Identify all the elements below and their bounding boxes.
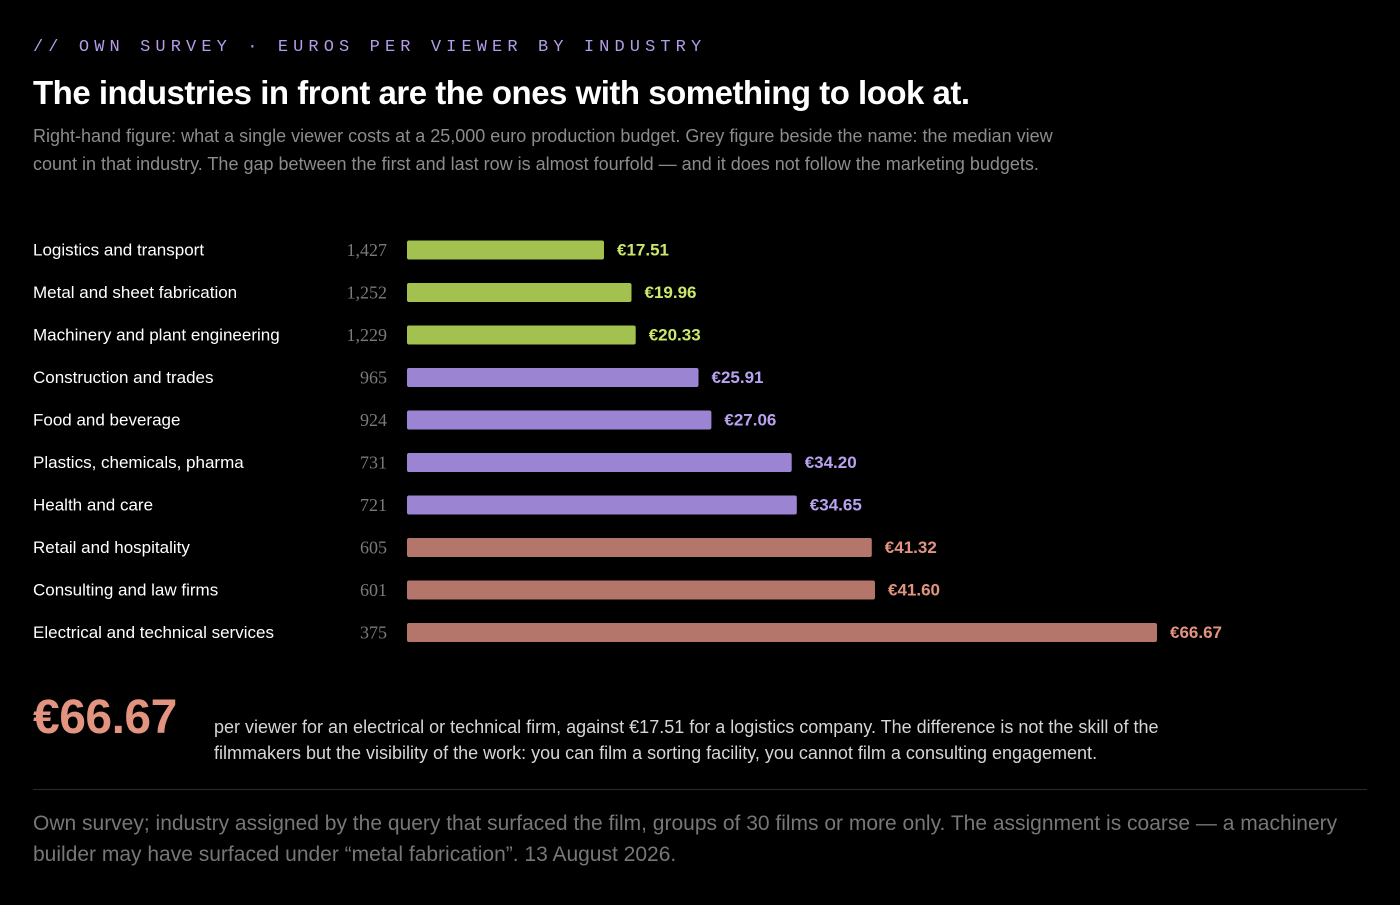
category-label: Plastics, chemicals, pharma [33,453,244,472]
bar [407,368,699,387]
bar-row-machinery-and-plant-engineering: Machinery and plant engineering 1,229 €20.… [33,325,701,345]
value-label: €25.91 [712,368,764,387]
bar [407,325,636,345]
bar [407,580,875,600]
chart-title: The industries in front are the ones wit… [33,74,970,111]
bar [407,453,792,472]
category-label: Logistics and transport [33,241,204,260]
value-label: €34.65 [810,496,862,515]
divider [33,789,1367,790]
category-label: Retail and hospitality [33,538,190,557]
median-views-label: 731 [360,453,387,473]
category-label: Food and beverage [33,411,180,430]
chart-intro: Right-hand figure: what a single viewer … [33,126,1053,174]
bar-row-plastics-chemicals-pharma: Plastics, chemicals, pharma 731 €34.20 [33,453,857,473]
category-label: Metal and sheet fabrication [33,283,237,302]
median-views-label: 1,252 [347,283,388,303]
category-label: Construction and trades [33,368,214,387]
category-label: Consulting and law firms [33,581,218,600]
chart-kicker: // OWN SURVEY · EUROS PER VIEWER BY INDU… [33,38,707,57]
category-label: Health and care [33,496,153,515]
bar-row-logistics-and-transport: Logistics and transport 1,427 €17.51 [33,240,669,260]
bar-row-retail-and-hospitality: Retail and hospitality 605 €41.32 [33,538,937,558]
bar [407,538,872,557]
bar-row-metal-and-sheet-fabrication: Metal and sheet fabrication 1,252 €19.96 [33,283,697,303]
bar-row-food-and-beverage: Food and beverage 924 €27.06 [33,410,776,430]
bar [407,283,632,302]
category-label: Machinery and plant engineering [33,326,280,345]
bar-row-construction-and-trades: Construction and trades 965 €25.91 [33,368,764,388]
median-views-label: 1,427 [347,240,388,260]
bar-row-electrical-and-technical-services: Electrical and technical services 375 €66.… [33,623,1222,643]
median-views-label: 965 [360,368,387,388]
median-views-label: 375 [360,623,387,643]
value-label: €66.67 [1170,623,1222,642]
median-views-label: 1,229 [347,325,388,345]
median-views-label: 605 [360,538,387,558]
callout-value: €66.67 [33,691,177,744]
value-label: €20.33 [649,326,701,345]
value-label: €17.51 [617,241,669,260]
value-label: €41.60 [888,581,940,600]
bar [407,240,604,260]
median-views-label: 601 [360,580,387,600]
bar-row-health-and-care: Health and care 721 €34.65 [33,495,862,515]
bar [407,623,1157,642]
category-label: Electrical and technical services [33,623,274,642]
value-label: €41.32 [885,538,937,557]
median-views-label: 924 [360,410,387,430]
bar-chart: Logistics and transport 1,427 €17.51 Metal … [33,240,1222,643]
value-label: €19.96 [645,283,697,302]
footnote: Own survey; industry assigned by the que… [33,812,1338,866]
value-label: €34.20 [805,453,857,472]
callout-text: per viewer for an electrical or technica… [214,717,1159,763]
value-label: €27.06 [724,411,776,430]
bar [407,495,797,515]
bar [407,410,712,430]
median-views-label: 721 [360,495,387,515]
bar-row-consulting-and-law-firms: Consulting and law firms 601 €41.60 [33,580,940,600]
